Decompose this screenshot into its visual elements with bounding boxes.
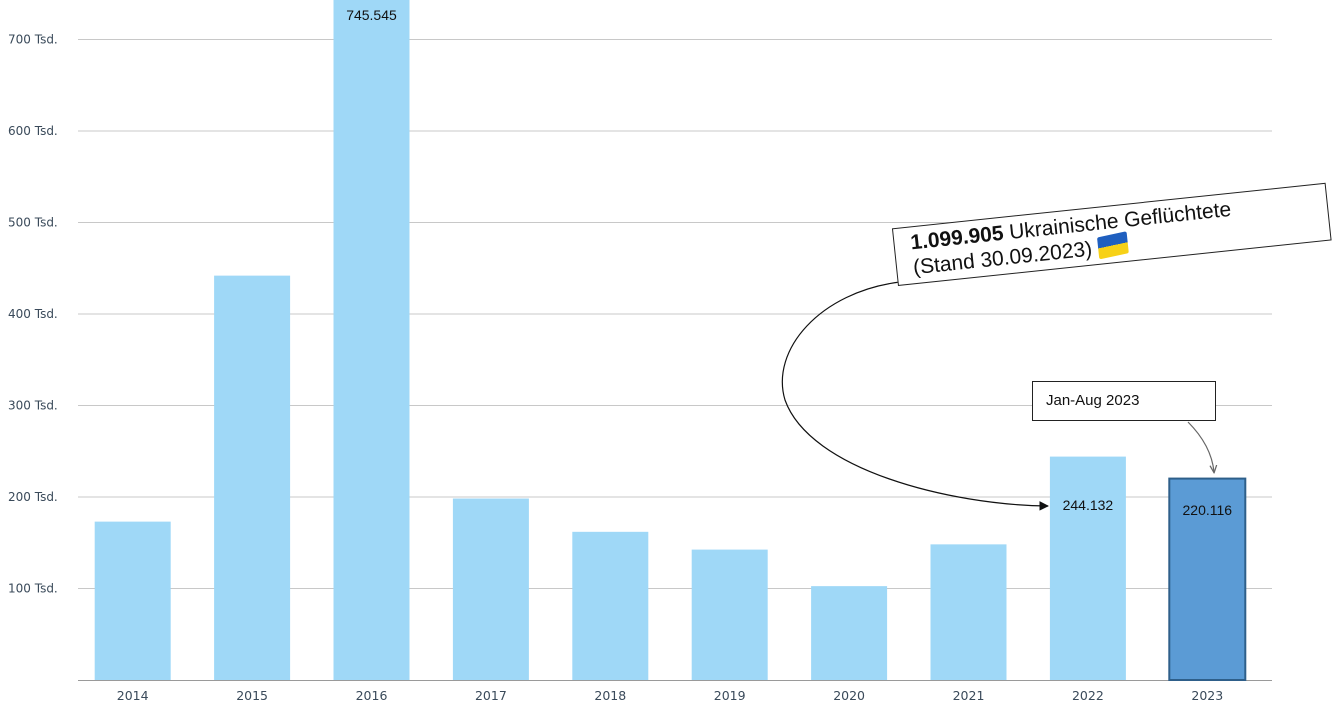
data-label: 220.116: [1183, 502, 1233, 518]
bar-2020: [811, 586, 888, 680]
note-arrow: [1187, 421, 1214, 472]
y-tick-label: 300 Tsd.: [8, 398, 58, 412]
x-tick-label: 2015: [236, 688, 268, 703]
y-tick-label: 200 Tsd.: [8, 490, 58, 504]
data-label: 745.545: [346, 7, 397, 23]
bar-2015: [214, 275, 291, 680]
x-tick-label: 2017: [475, 688, 507, 703]
x-tick-label: 2023: [1191, 688, 1223, 703]
y-tick-label: 600 Tsd.: [8, 124, 58, 138]
jan-aug-note: Jan-Aug 2023: [1032, 381, 1216, 421]
bar-2014: [94, 521, 171, 680]
bar-2021: [930, 544, 1007, 680]
y-tick-label: 700 Tsd.: [8, 32, 58, 46]
x-tick-label: 2020: [833, 688, 865, 703]
bar-2017: [452, 498, 529, 680]
x-tick-label: 2018: [594, 688, 626, 703]
x-tick-label: 2019: [714, 688, 746, 703]
annotation-arrows: [781, 281, 1214, 511]
bar-2019: [691, 549, 768, 680]
x-tick-label: 2021: [953, 688, 985, 703]
x-tick-label: 2016: [356, 688, 388, 703]
y-tick-label: 500 Tsd.: [8, 215, 58, 229]
y-tick-label: 100 Tsd.: [8, 581, 58, 595]
callout-arrow: [781, 281, 1049, 511]
bars: [94, 0, 1247, 682]
ukraine-flag-icon: [1096, 231, 1129, 260]
data-label: 244.132: [1063, 497, 1114, 513]
bar-2016: [333, 0, 410, 680]
x-axis-ticks: 2014 2015 2016 2017 2018 2019 2020 2021 2022 2023: [117, 688, 1223, 703]
x-tick-label: 2014: [117, 688, 149, 703]
y-tick-label: 400 Tsd.: [8, 307, 58, 321]
bar-2018: [572, 531, 649, 680]
data-labels: 745.545 244.132 220.116: [346, 7, 1232, 518]
bar-2023: [1168, 477, 1247, 682]
x-tick-label: 2022: [1072, 688, 1104, 703]
y-axis-ticks: 100 Tsd. 200 Tsd. 300 Tsd. 400 Tsd. 500 Tsd.…: [8, 32, 58, 595]
bar-2022: [1049, 456, 1126, 680]
